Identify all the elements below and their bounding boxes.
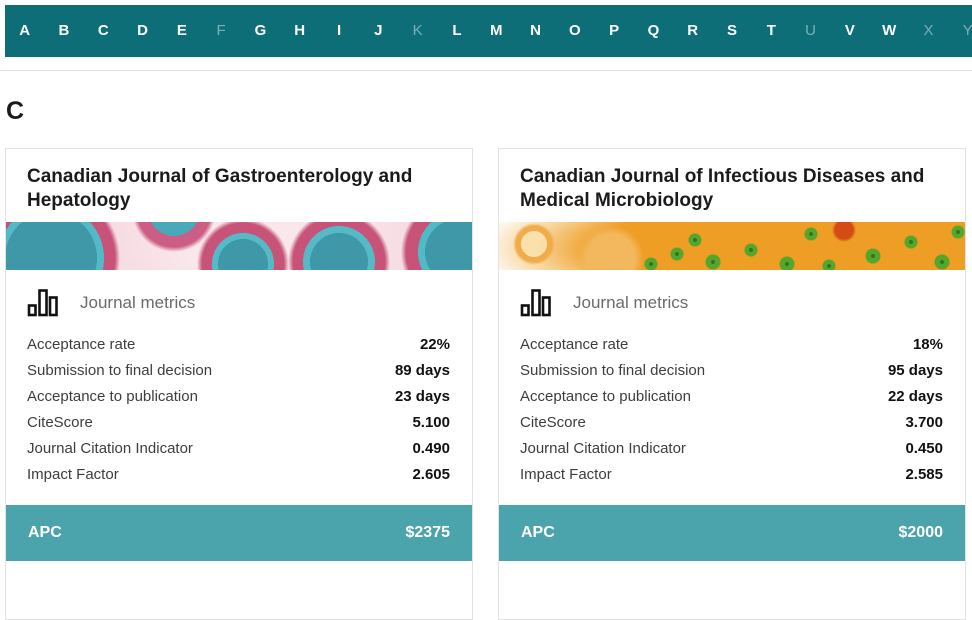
journal-cover-image[interactable] (6, 222, 472, 270)
alphabet-letter-G[interactable]: G (254, 22, 267, 39)
alphabet-letter-R[interactable]: R (687, 22, 699, 39)
alphabet-letter-F: F (216, 22, 226, 39)
journal-metrics-label: Journal metrics (80, 293, 196, 312)
metric-row: Impact Factor 2.605 (27, 462, 450, 488)
metrics-list: Acceptance rate 18% Submission to final de… (499, 323, 965, 488)
alphabet-letter-H[interactable]: H (294, 22, 306, 39)
alphabet-letter-K: K (412, 22, 423, 39)
apc-value: $2000 (898, 524, 944, 541)
metric-label: Acceptance rate (520, 336, 629, 353)
metric-value: 2.605 (412, 466, 450, 483)
metric-value: 3.700 (905, 414, 943, 431)
metric-value: 0.450 (905, 440, 943, 457)
metric-row: Journal Citation Indicator 0.450 (520, 436, 943, 462)
alphabet-letter-T[interactable]: T (766, 22, 776, 39)
metrics-list: Acceptance rate 22% Submission to final de… (6, 323, 472, 488)
alphabet-letter-O[interactable]: O (568, 22, 581, 39)
metric-row: CiteScore 3.700 (520, 410, 943, 436)
journal-metrics-label: Journal metrics (573, 293, 689, 312)
alphabet-letter-Y: Y (962, 22, 972, 39)
metric-row: CiteScore 5.100 (27, 410, 450, 436)
alphabet-letter-A[interactable]: A (19, 22, 31, 39)
bar-chart-icon (27, 289, 58, 317)
journal-title-link[interactable]: Canadian Journal of Infectious Diseases … (520, 166, 925, 211)
metric-value: 89 days (394, 362, 450, 379)
alphabet-letter-Q[interactable]: Q (647, 22, 660, 39)
apc-value: $2375 (405, 524, 451, 541)
metric-value: 18% (912, 336, 943, 353)
metric-row: Acceptance to publication 23 days (27, 384, 450, 410)
metric-row: Impact Factor 2.585 (520, 462, 943, 488)
section-heading: C (6, 97, 25, 125)
journal-metrics-header: Journal metrics (499, 270, 965, 323)
metric-row: Journal Citation Indicator 0.490 (27, 436, 450, 462)
journal-card: Canadian Journal of Gastroenterology and… (5, 148, 473, 620)
metric-value: 22 days (887, 388, 943, 405)
alphabet-letter-V[interactable]: V (844, 22, 855, 39)
metric-label: Journal Citation Indicator (520, 440, 686, 457)
cards-container: Canadian Journal of Gastroenterology and… (5, 148, 966, 620)
apc-bar: APC $2375 (6, 505, 472, 561)
alphabet-letter-M[interactable]: M (489, 22, 503, 39)
metric-value: 22% (419, 336, 450, 353)
alphabet-letter-X: X (923, 22, 934, 39)
alphabet-letter-I[interactable]: I (336, 22, 342, 39)
alphabet-letter-S[interactable]: S (726, 22, 737, 39)
alphabet-letter-J[interactable]: J (374, 22, 383, 39)
metric-row: Acceptance rate 18% (520, 332, 943, 358)
metric-value: 5.100 (412, 414, 450, 431)
metric-row: Acceptance to publication 22 days (520, 384, 943, 410)
metric-label: CiteScore (520, 414, 586, 431)
metric-value: 95 days (887, 362, 943, 379)
alphabet-letter-W[interactable]: W (882, 22, 897, 39)
metric-value: 23 days (394, 388, 450, 405)
bar-chart-icon (520, 289, 551, 317)
metric-label: Impact Factor (27, 466, 119, 483)
journal-cover-image[interactable] (499, 222, 965, 270)
metric-label: Acceptance to publication (520, 388, 691, 405)
alphabet-letter-C[interactable]: C (97, 22, 109, 39)
header-divider (0, 70, 972, 71)
apc-label: APC (521, 524, 555, 541)
metric-label: Journal Citation Indicator (27, 440, 193, 457)
metric-row: Submission to final decision 89 days (27, 358, 450, 384)
metric-label: Acceptance rate (27, 336, 136, 353)
metric-label: Submission to final decision (520, 362, 706, 379)
journal-metrics-header: Journal metrics (6, 270, 472, 323)
metric-label: Acceptance to publication (27, 388, 198, 405)
alphabet-letter-N[interactable]: N (530, 22, 541, 39)
metric-label: Submission to final decision (27, 362, 213, 379)
alphabet-letter-L[interactable]: L (452, 22, 462, 39)
apc-label: APC (28, 524, 62, 541)
apc-bar: APC $2000 (499, 505, 965, 561)
metric-value: 0.490 (412, 440, 450, 457)
alphabet-letter-E[interactable]: E (176, 22, 187, 39)
alphabet-letter-B[interactable]: B (58, 22, 70, 39)
metric-row: Acceptance rate 22% (27, 332, 450, 358)
metric-value: 2.585 (905, 466, 943, 483)
alphabet-letter-D[interactable]: D (137, 22, 148, 39)
metric-row: Submission to final decision 95 days (520, 358, 943, 384)
alphabet-letter-P[interactable]: P (609, 22, 620, 39)
alphabet-letter-U: U (805, 22, 816, 39)
metric-label: Impact Factor (520, 466, 612, 483)
metric-label: CiteScore (27, 414, 93, 431)
journal-card: Canadian Journal of Infectious Diseases … (498, 148, 966, 620)
alphabet-bar: A B C D E F G H I J K L M N O P Q R S T U V W X Y (5, 5, 972, 57)
journal-title-link[interactable]: Canadian Journal of Gastroenterology and… (27, 166, 413, 211)
